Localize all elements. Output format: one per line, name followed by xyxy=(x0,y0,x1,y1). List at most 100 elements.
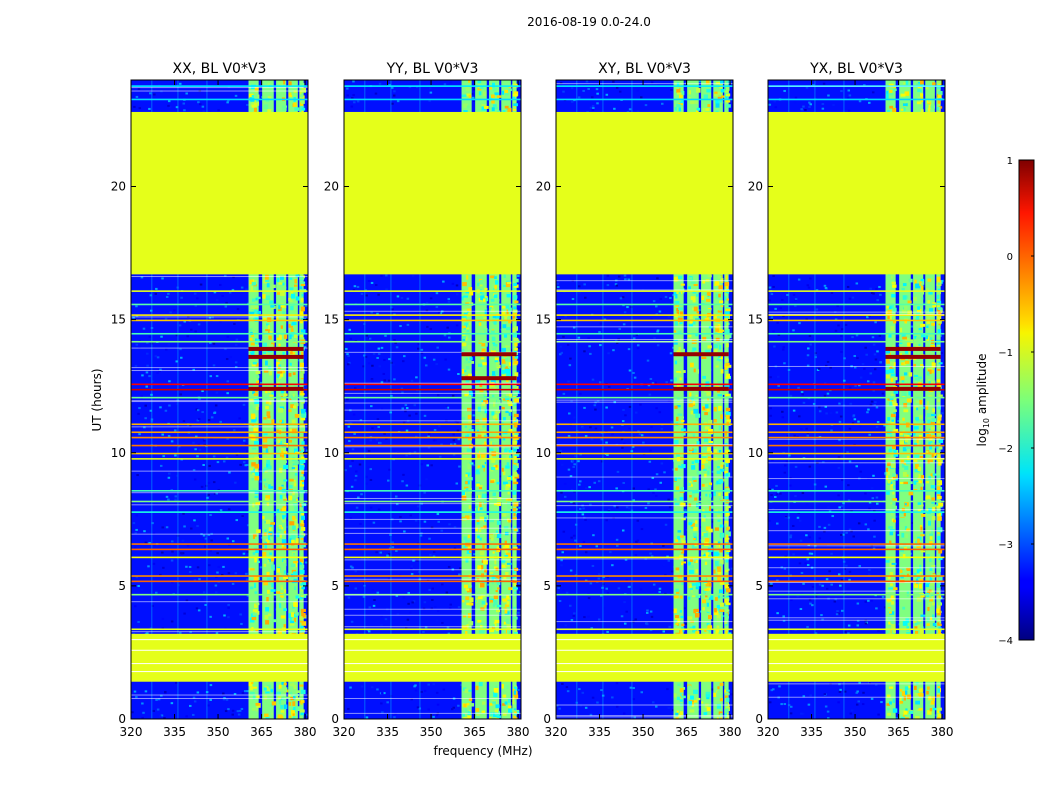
rfi-band-pixel xyxy=(461,296,464,301)
rfi-band-pixel xyxy=(263,370,269,373)
noise-pixel xyxy=(597,618,601,621)
y-tick-label: 10 xyxy=(324,446,339,460)
rfi-band-pixel xyxy=(256,99,259,104)
rfi-band-pixel xyxy=(489,305,494,309)
noise-pixel xyxy=(297,359,300,362)
rfi-band-pixel xyxy=(290,563,296,567)
strong-rfi-line xyxy=(248,346,304,351)
rfi-band-pixel xyxy=(283,451,288,454)
noise-pixel xyxy=(866,411,869,414)
noise-pixel xyxy=(498,612,501,615)
rfi-band-pixel xyxy=(300,583,305,586)
horizontal-rfi-line xyxy=(556,290,733,292)
noise-pixel xyxy=(432,439,436,442)
rfi-band-pixel xyxy=(506,595,510,599)
rfi-band-pixel xyxy=(717,570,722,575)
noise-pixel xyxy=(587,615,590,618)
rfi-band-pixel xyxy=(689,709,695,713)
noise-pixel xyxy=(583,616,586,619)
noise-pixel xyxy=(169,311,172,314)
rfi-band-pixel xyxy=(674,107,677,111)
rfi-band-pixel xyxy=(489,519,494,523)
noise-pixel xyxy=(858,384,861,387)
noise-pixel xyxy=(670,379,673,382)
noise-pixel xyxy=(429,327,433,330)
rfi-band-pixel xyxy=(299,558,304,562)
rfi-band-pixel xyxy=(300,689,306,695)
noise-pixel xyxy=(823,382,827,385)
rfi-band-pixel xyxy=(480,432,485,437)
panel-image xyxy=(556,80,733,719)
noise-pixel xyxy=(636,519,640,522)
rfi-band-pixel xyxy=(490,480,495,483)
noise-pixel xyxy=(858,681,861,684)
noise-pixel xyxy=(219,320,222,323)
noise-pixel xyxy=(431,587,434,590)
noise-pixel xyxy=(856,602,860,605)
rfi-band-pixel xyxy=(715,337,720,343)
rfi-band-pixel xyxy=(512,479,517,484)
rfi-band-pixel xyxy=(467,463,471,469)
rfi-band-pixel xyxy=(705,80,710,85)
noise-pixel xyxy=(652,491,655,494)
noise-pixel xyxy=(652,701,655,704)
rfi-band-pixel xyxy=(674,300,680,305)
noise-pixel xyxy=(348,328,352,331)
noise-pixel xyxy=(401,407,405,410)
noise-pixel xyxy=(148,107,151,110)
rfi-band-pixel xyxy=(292,696,296,700)
rfi-band-pixel xyxy=(726,551,730,554)
rfi-band-pixel xyxy=(715,99,720,104)
rfi-band-pixel xyxy=(491,394,495,399)
noise-pixel xyxy=(402,473,405,476)
rfi-band-pixel xyxy=(462,600,465,603)
noise-pixel xyxy=(377,508,381,511)
noise-pixel xyxy=(824,405,828,408)
noise-pixel xyxy=(193,579,197,582)
rfi-band-pixel xyxy=(479,507,483,510)
noise-pixel xyxy=(566,343,570,346)
rfi-band-pixel xyxy=(501,369,506,374)
rfi-band-pixel xyxy=(250,340,255,346)
noise-pixel xyxy=(776,321,779,324)
rfi-band-pixel xyxy=(279,688,284,692)
noise-pixel xyxy=(569,437,573,440)
rfi-band-pixel xyxy=(724,282,730,287)
rfi-band-pixel xyxy=(252,408,256,413)
noise-pixel xyxy=(472,88,476,91)
rfi-band-pixel xyxy=(687,616,691,620)
rfi-band-pixel xyxy=(264,544,268,549)
noise-pixel xyxy=(182,102,186,105)
rfi-band-pixel xyxy=(478,320,482,324)
noise-pixel xyxy=(193,700,197,703)
rfi-band-pixel xyxy=(725,290,730,294)
noise-pixel xyxy=(561,551,564,554)
rfi-band-pixel xyxy=(300,83,305,88)
rfi-band-pixel xyxy=(508,409,513,413)
rfi-band-pixel xyxy=(705,582,710,587)
noise-pixel xyxy=(934,95,938,98)
rfi-band-pixel xyxy=(714,96,717,100)
rfi-band-pixel xyxy=(281,456,285,460)
noise-pixel xyxy=(875,426,879,429)
rfi-band-pixel xyxy=(279,303,285,308)
rfi-band-pixel xyxy=(724,334,730,340)
noise-pixel xyxy=(600,438,603,441)
rfi-band-pixel xyxy=(250,568,255,571)
noise-pixel xyxy=(698,80,702,83)
noise-pixel xyxy=(388,468,391,471)
noise-pixel xyxy=(600,689,603,692)
noise-pixel xyxy=(800,109,804,112)
noise-pixel xyxy=(616,506,619,509)
rfi-band-pixel xyxy=(255,602,260,606)
rfi-band-pixel xyxy=(492,691,496,697)
noise-pixel xyxy=(572,502,576,505)
rfi-band-pixel xyxy=(283,575,289,580)
rfi-band-pixel xyxy=(299,444,303,450)
noise-pixel xyxy=(579,392,582,395)
noise-pixel xyxy=(349,565,353,568)
noise-pixel xyxy=(160,694,163,697)
rfi-band-pixel xyxy=(502,324,507,329)
gap-line xyxy=(344,608,521,610)
noise-pixel xyxy=(835,613,839,616)
